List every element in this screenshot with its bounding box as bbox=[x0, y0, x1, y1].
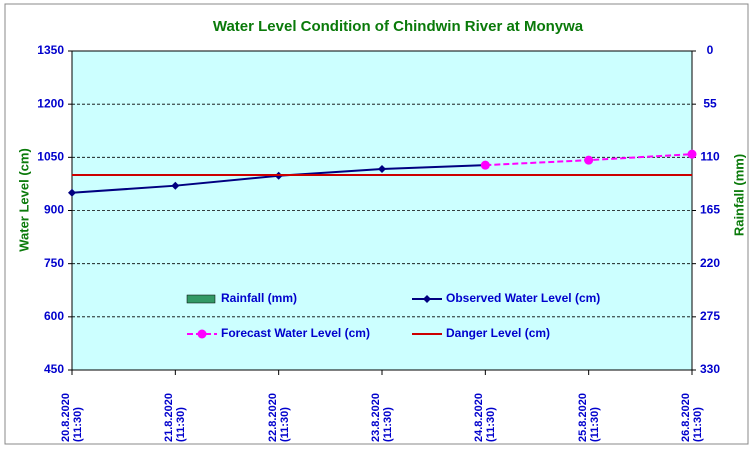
point bbox=[378, 165, 386, 174]
legend-marker bbox=[423, 295, 431, 303]
x-tick-label: 26.8.2020 (11:30) bbox=[680, 393, 704, 442]
point bbox=[68, 188, 76, 197]
y2-tick-label: 275 bbox=[700, 309, 720, 323]
point bbox=[584, 155, 594, 165]
y2-tick-label: 220 bbox=[700, 256, 720, 270]
x-tick-label: 24.8.2020 (11:30) bbox=[473, 393, 498, 442]
y-tick-label: 900 bbox=[44, 203, 64, 217]
legend-swatch bbox=[186, 294, 216, 304]
point bbox=[480, 160, 490, 170]
y-tick-label: 600 bbox=[44, 309, 64, 323]
y2-tick-label: 330 bbox=[700, 362, 720, 376]
y2-tick-label: 110 bbox=[700, 150, 720, 164]
x-tick-label: 21.8.2020 (11:30) bbox=[163, 393, 188, 442]
chart-title: Water Level Condition of Chindwin River … bbox=[213, 18, 584, 35]
x-tick-label: 23.8.2020 (11:30) bbox=[370, 393, 394, 442]
y-tick-label: 1200 bbox=[37, 96, 64, 110]
x-tick-label: 20.8.2020 (11:30) bbox=[60, 393, 84, 442]
y2-tick-label: 55 bbox=[703, 96, 717, 110]
y-tick-label: 450 bbox=[44, 362, 64, 376]
point bbox=[171, 181, 180, 190]
x-tick-label: 25.8.2020 (11:30) bbox=[576, 393, 601, 442]
legend-label: Rainfall (mm) bbox=[221, 291, 297, 305]
point bbox=[687, 149, 697, 159]
y-tick-label: 750 bbox=[44, 256, 64, 270]
x-tick-label: 22.8.2020 (11:30) bbox=[266, 393, 291, 442]
y2-axis-label: Rainfall (mm) bbox=[731, 154, 746, 236]
y2-tick-label: 0 bbox=[707, 43, 714, 57]
legend-label: Danger Level (cm) bbox=[446, 326, 550, 340]
y-axis-label: Water Level (cm) bbox=[16, 148, 31, 252]
y-tick-label: 1050 bbox=[37, 150, 64, 164]
legend-label: Observed Water Level (cm) bbox=[446, 291, 600, 305]
legend-label: Forecast Water Level (cm) bbox=[221, 326, 370, 340]
legend-marker bbox=[197, 329, 207, 339]
y-tick-label: 1350 bbox=[37, 43, 64, 57]
y2-tick-label: 165 bbox=[700, 203, 720, 217]
